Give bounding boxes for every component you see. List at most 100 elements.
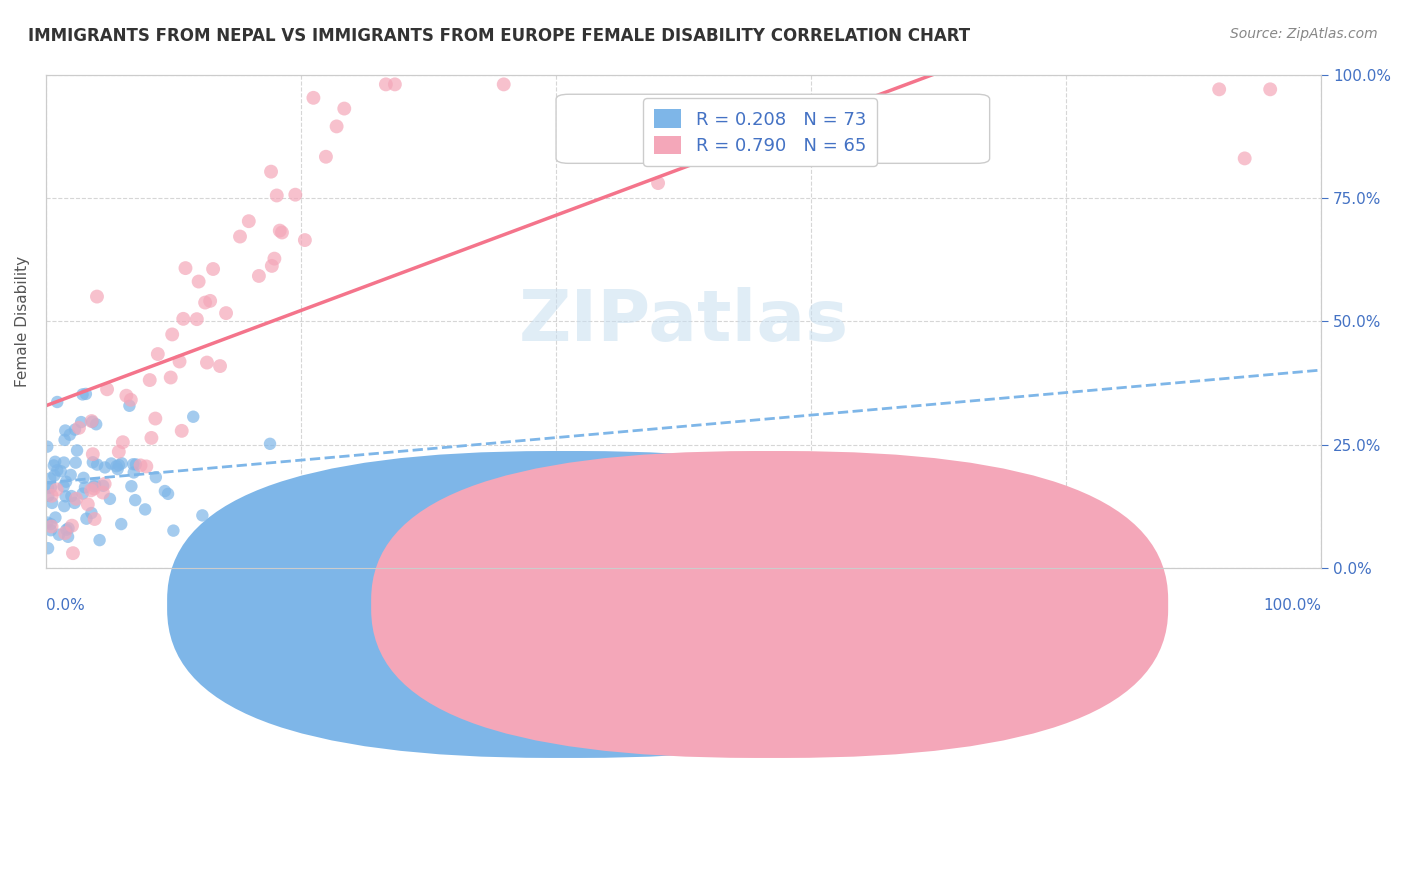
Point bbox=[129, 458, 152, 473]
Point bbox=[82, 415, 104, 429]
Point bbox=[55, 475, 77, 489]
Point bbox=[194, 295, 217, 310]
Point bbox=[41, 489, 63, 503]
Point bbox=[325, 120, 347, 134]
Point bbox=[209, 359, 232, 373]
Point bbox=[82, 447, 104, 461]
Point bbox=[125, 458, 148, 472]
Point bbox=[135, 459, 157, 474]
Point bbox=[41, 519, 63, 533]
Text: IMMIGRANTS FROM NEPAL VS IMMIGRANTS FROM EUROPE FEMALE DISABILITY CORRELATION CH: IMMIGRANTS FROM NEPAL VS IMMIGRANTS FROM… bbox=[28, 27, 970, 45]
Point bbox=[260, 164, 283, 178]
Point bbox=[62, 546, 84, 560]
Point bbox=[75, 387, 97, 401]
Point bbox=[80, 414, 103, 428]
Point bbox=[215, 306, 238, 320]
Point bbox=[42, 458, 65, 473]
Point bbox=[384, 78, 406, 92]
Point bbox=[1208, 82, 1230, 96]
Point bbox=[181, 409, 204, 424]
Point bbox=[72, 387, 94, 401]
Point bbox=[37, 516, 59, 530]
Point bbox=[170, 424, 193, 438]
Point bbox=[56, 530, 79, 544]
Point bbox=[83, 482, 105, 496]
Point bbox=[93, 476, 115, 491]
Point bbox=[775, 152, 797, 166]
Point bbox=[44, 455, 66, 469]
Text: ZIPatlas: ZIPatlas bbox=[519, 286, 849, 356]
FancyBboxPatch shape bbox=[555, 95, 990, 163]
Point bbox=[46, 463, 69, 477]
Point bbox=[52, 479, 75, 493]
Point bbox=[111, 456, 134, 470]
Point bbox=[80, 506, 103, 520]
Point bbox=[259, 437, 281, 451]
Point bbox=[145, 470, 167, 484]
Point bbox=[134, 502, 156, 516]
Point bbox=[75, 511, 97, 525]
Point bbox=[84, 417, 107, 432]
Point bbox=[141, 431, 163, 445]
Point bbox=[143, 411, 166, 425]
Point bbox=[120, 479, 142, 493]
Point bbox=[160, 327, 183, 342]
Point bbox=[83, 479, 105, 493]
Point bbox=[118, 399, 141, 413]
Point bbox=[72, 471, 94, 485]
Point bbox=[59, 427, 82, 442]
Point bbox=[37, 440, 59, 454]
Point bbox=[146, 347, 169, 361]
Point bbox=[84, 477, 107, 491]
Point bbox=[122, 466, 145, 480]
Point bbox=[94, 460, 117, 475]
Point bbox=[1258, 82, 1281, 96]
Point bbox=[195, 355, 218, 369]
Point bbox=[91, 485, 114, 500]
FancyBboxPatch shape bbox=[371, 451, 1168, 758]
Point bbox=[41, 496, 63, 510]
Point bbox=[98, 491, 121, 506]
Point bbox=[39, 481, 62, 495]
Point bbox=[37, 541, 59, 556]
Point bbox=[120, 392, 142, 407]
Point bbox=[374, 78, 396, 92]
Point bbox=[115, 389, 138, 403]
Point bbox=[138, 373, 160, 387]
Point bbox=[157, 487, 180, 501]
Point bbox=[315, 150, 337, 164]
Point bbox=[260, 259, 283, 273]
Text: 100.0%: 100.0% bbox=[1263, 598, 1322, 613]
Point bbox=[53, 424, 76, 438]
Point bbox=[108, 458, 131, 472]
Point bbox=[55, 489, 77, 503]
Point bbox=[186, 312, 208, 326]
Point bbox=[198, 293, 221, 308]
Point bbox=[49, 464, 72, 478]
Point bbox=[46, 395, 69, 409]
Point bbox=[45, 483, 67, 497]
Point bbox=[73, 480, 96, 494]
Point bbox=[284, 187, 307, 202]
Point bbox=[110, 517, 132, 532]
Point bbox=[247, 268, 270, 283]
Point bbox=[65, 456, 87, 470]
Point bbox=[229, 229, 252, 244]
Point bbox=[333, 102, 356, 116]
Point bbox=[111, 435, 134, 450]
Point bbox=[53, 526, 76, 541]
Point bbox=[263, 252, 285, 266]
Point bbox=[82, 455, 104, 469]
Point bbox=[59, 467, 82, 482]
Point bbox=[63, 496, 86, 510]
Point bbox=[80, 483, 103, 498]
Point bbox=[266, 188, 288, 202]
Legend: R = 0.208   N = 73, R = 0.790   N = 65: R = 0.208 N = 73, R = 0.790 N = 65 bbox=[644, 98, 877, 166]
Text: Immigrants from Nepal         Immigrants from Europe: Immigrants from Nepal Immigrants from Eu… bbox=[475, 602, 893, 617]
Point bbox=[53, 433, 76, 447]
Point bbox=[89, 533, 111, 548]
Point bbox=[269, 224, 291, 238]
Y-axis label: Female Disability: Female Disability bbox=[15, 256, 30, 387]
Point bbox=[96, 382, 118, 396]
Point bbox=[492, 78, 515, 92]
